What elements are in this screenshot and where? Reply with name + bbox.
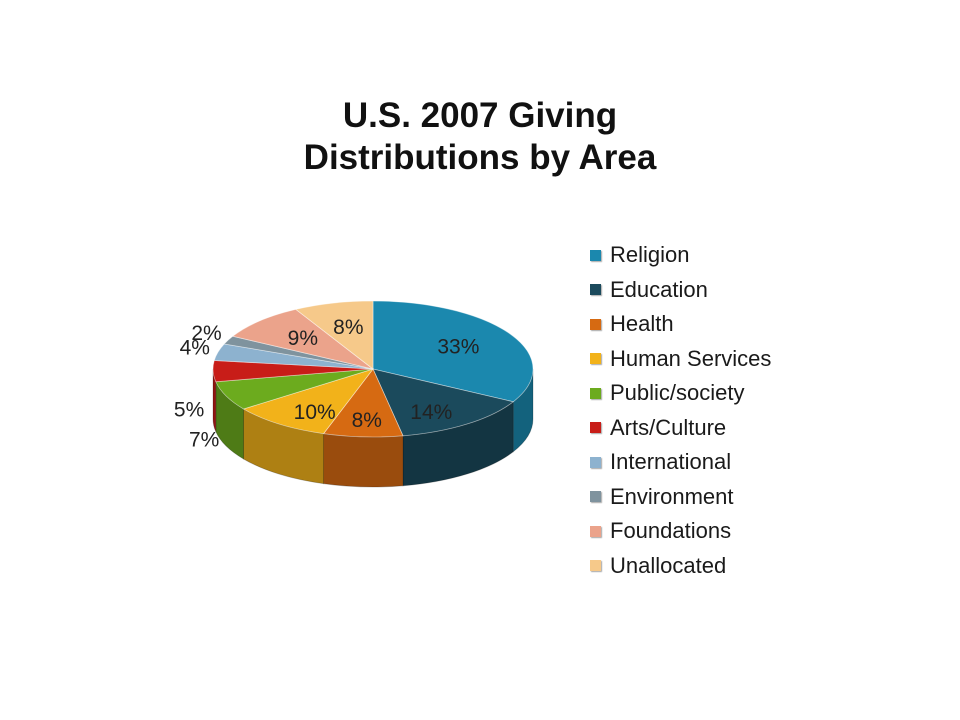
data-label-education: 14% <box>410 401 452 424</box>
data-label-human-services: 10% <box>294 401 336 424</box>
legend-item-unallocated: Unallocated <box>590 549 850 584</box>
pie-slice-religion <box>372 300 534 403</box>
data-label-foundations: 9% <box>288 327 318 350</box>
legend-label: Foundations <box>610 518 732 544</box>
data-label-arts-culture: 5% <box>174 399 204 422</box>
legend-swatch <box>590 560 601 572</box>
legend-swatch <box>590 456 601 468</box>
legend-item-education: Education <box>590 273 850 308</box>
data-label-unallocated: 8% <box>333 316 363 339</box>
legend-swatch <box>590 387 601 399</box>
data-label-international: 4% <box>180 337 210 360</box>
legend-label: Education <box>610 276 708 302</box>
legend-item-religion: Religion <box>590 238 850 273</box>
legend-item-international: International <box>590 445 850 480</box>
legend-swatch <box>590 353 601 365</box>
data-label-religion: 33% <box>437 336 479 359</box>
pie-data-labels: 33% 14% 8% 10% 7% 5% 4%2% 9% 8% <box>174 316 479 451</box>
legend-label: International <box>610 449 732 475</box>
chart-title-line-1: U.S. 2007 Giving <box>342 96 618 135</box>
pie-top-faces <box>212 300 534 438</box>
chart-legend: Religion Education Health Human Services Pub… <box>590 238 850 583</box>
pie-slice-foundations <box>231 308 374 370</box>
legend-swatch <box>590 525 601 537</box>
legend-swatch <box>590 491 601 503</box>
legend-item-public-society: Public/society <box>590 376 850 411</box>
legend-item-health: Health <box>590 307 850 342</box>
legend-label: Environment <box>610 483 734 509</box>
legend-label: Unallocated <box>610 552 727 578</box>
pie-slice-side-health <box>323 433 404 488</box>
data-label-environment: 2% <box>191 322 221 345</box>
chart-title-line-2: Distributions by Area <box>303 138 657 177</box>
legend-swatch <box>590 318 601 330</box>
legend-swatch <box>590 284 601 296</box>
legend-swatch <box>590 422 601 434</box>
legend-item-environment: Environment <box>590 480 850 515</box>
legend-swatch <box>590 249 601 261</box>
legend-label: Arts/Culture <box>610 414 727 440</box>
pie-slice-unallocated <box>295 300 374 370</box>
pie-slice-education <box>372 368 515 437</box>
data-label-health: 8% <box>352 409 382 432</box>
chart-title: U.S. 2007 Giving Distributions by Area <box>0 95 960 179</box>
legend-label: Public/society <box>610 380 745 406</box>
data-label-public-society: 7% <box>189 429 219 452</box>
legend-label: Health <box>610 311 674 337</box>
legend-label: Human Services <box>610 345 772 371</box>
legend-item-arts-culture: Arts/Culture <box>590 411 850 446</box>
pie-slice-human-services <box>242 368 375 435</box>
legend-item-human-services: Human Services <box>590 342 850 377</box>
legend-item-foundations: Foundations <box>590 514 850 549</box>
legend-label: Religion <box>610 242 690 268</box>
